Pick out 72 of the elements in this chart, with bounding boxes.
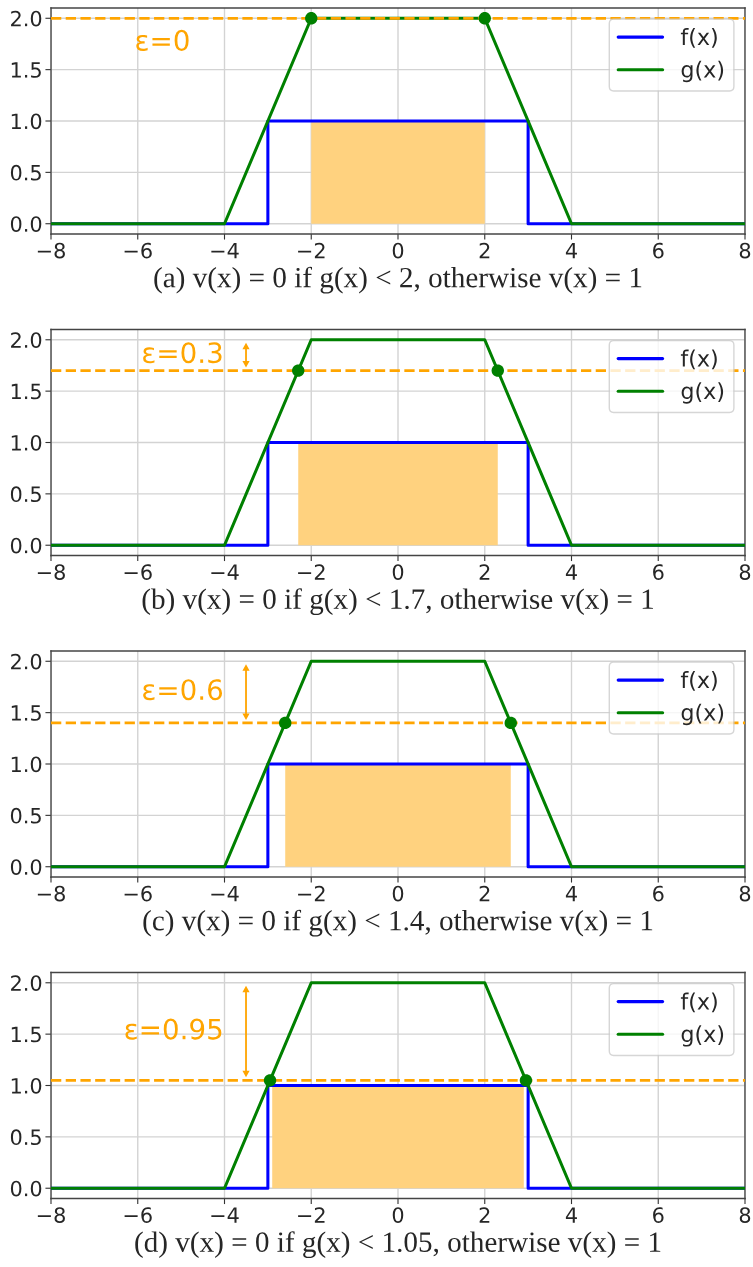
x-tick-label: −6 [124, 885, 152, 902]
legend-label: g(x) [681, 703, 724, 726]
x-axis-title: (b) v(x) = 0 if g(x) < 1.7, otherwise v(x) = 1 [142, 588, 653, 615]
x-tick-label: −6 [124, 564, 152, 580]
y-tick-label: 1.5 [11, 383, 41, 400]
y-tick-label: 2.0 [11, 975, 42, 991]
y-tick-label: 0.0 [10, 859, 42, 875]
annotation: ε=0 [136, 29, 189, 51]
x-tick-label: −6 [124, 242, 152, 259]
x-tick-label: 4 [565, 885, 577, 902]
x-tick-label: −4 [211, 564, 239, 580]
x-tick-label: −2 [298, 564, 325, 580]
y-tick-label: 0.0 [10, 537, 42, 554]
x-tick-label: 6 [653, 564, 664, 580]
y-tick-label: 0.5 [10, 164, 41, 181]
y-tick-label: 1.5 [11, 1026, 41, 1043]
y-tick-label: 1.0 [11, 1077, 42, 1094]
x-tick-label: −8 [37, 242, 65, 259]
annotation: ε=0.3 [143, 342, 222, 364]
x-tick-label: −2 [298, 885, 325, 902]
legend-label: g(x) [681, 382, 724, 404]
y-tick-label: 2.0 [11, 332, 42, 348]
x-axis-title: (a) v(x) = 0 if g(x) < 2, otherwise v(x) = 1 [154, 266, 642, 294]
x-tick-label: 4 [565, 1207, 577, 1223]
y-tick-label: 1.0 [11, 113, 42, 130]
x-tick-label: 2 [479, 242, 490, 259]
x-tick-label: −8 [37, 885, 65, 902]
legend-label: f(x) [680, 349, 717, 370]
x-tick-label: −2 [298, 1207, 325, 1223]
x-tick-label: −8 [37, 564, 65, 580]
y-tick-label: 2.0 [11, 10, 42, 27]
legend-label: f(x) [680, 992, 717, 1013]
x-tick-label: 2 [479, 1207, 490, 1223]
y-tick-label: 1.0 [11, 756, 42, 773]
y-tick-label: 0.0 [10, 1180, 42, 1197]
y-tick-label: 2.0 [11, 653, 42, 670]
legend-label: g(x) [681, 60, 724, 83]
x-tick-label: 2 [479, 564, 490, 580]
x-tick-label: −2 [298, 242, 325, 259]
x-tick-label: 0 [392, 1207, 404, 1223]
y-tick-label: 0.5 [10, 486, 41, 503]
x-tick-label: 6 [653, 885, 664, 902]
x-tick-label: 8 [739, 242, 751, 259]
x-tick-label: −4 [211, 242, 239, 259]
x-tick-label: 8 [739, 885, 751, 902]
x-axis-title: (d) v(x) = 0 if g(x) < 1.05, otherwise v(x) = 1 [135, 1231, 661, 1258]
legend-label: f(x) [680, 28, 717, 48]
x-tick-label: 6 [653, 242, 664, 259]
x-tick-label: 4 [565, 242, 577, 259]
x-tick-label: −4 [211, 1207, 239, 1223]
x-tick-label: 6 [653, 1207, 664, 1223]
y-tick-label: 1.5 [11, 705, 41, 721]
y-tick-label: 1.0 [11, 434, 42, 451]
x-tick-label: 4 [565, 564, 577, 580]
y-tick-label: 1.5 [11, 62, 41, 78]
legend-label: f(x) [680, 671, 717, 691]
x-tick-label: 8 [739, 1207, 751, 1223]
annotation: ε=0.95 [125, 1018, 222, 1040]
x-tick-label: 8 [739, 564, 751, 580]
x-tick-label: 2 [479, 885, 490, 902]
x-tick-label: −8 [37, 1207, 65, 1223]
x-tick-label: −4 [211, 885, 239, 902]
x-tick-label: 0 [392, 885, 404, 902]
x-tick-label: 0 [392, 242, 404, 259]
y-tick-label: 0.5 [10, 1129, 41, 1146]
y-tick-label: 0.0 [10, 216, 42, 232]
x-tick-label: 0 [392, 564, 404, 580]
annotation: ε=0.6 [143, 679, 223, 701]
legend-label: g(x) [681, 1025, 724, 1047]
x-tick-label: −6 [124, 1207, 152, 1223]
x-axis-title: (c) v(x) = 0 if g(x) < 1.4, otherwise v(x) = 1 [143, 909, 653, 937]
y-tick-label: 0.5 [10, 807, 41, 824]
